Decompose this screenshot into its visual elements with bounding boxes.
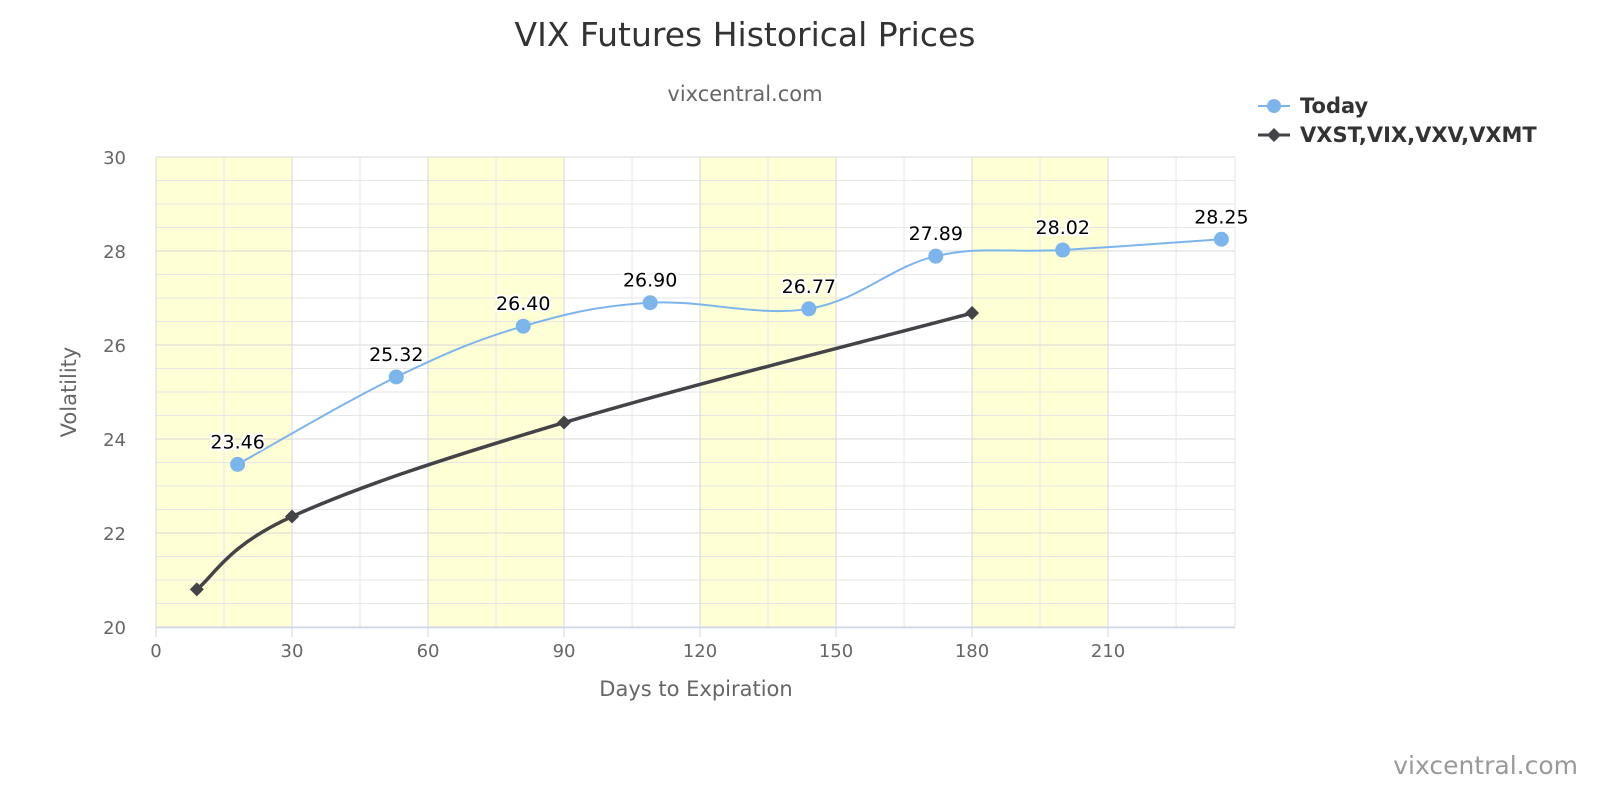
- legend-item-vxst[interactable]: VXST,VIX,VXV,VXMT: [1258, 123, 1537, 147]
- y-tick-label: 30: [103, 148, 126, 169]
- y-tick-label: 24: [103, 430, 126, 451]
- series-group: 23.46 25.32 26.40 26.90 26.77 27.89 28.02 28.25: [189, 204, 1251, 597]
- x-tick-label: 180: [955, 641, 989, 662]
- today-data-point[interactable]: [1055, 242, 1071, 258]
- axes: 0 30 60 90 120 150 180 210 20 22 24 26 28 30: [103, 148, 1235, 662]
- legend-vxst-marker: [1267, 128, 1281, 142]
- y-tick-label: 28: [103, 242, 126, 263]
- y-tick-label: 26: [103, 336, 126, 357]
- today-data-point[interactable]: [928, 248, 944, 264]
- today-data-point[interactable]: [642, 295, 658, 311]
- legend-item-today[interactable]: Today: [1258, 94, 1369, 118]
- today-data-label: 26.77: [782, 276, 836, 298]
- today-data-point[interactable]: [801, 301, 817, 317]
- x-tick-label: 210: [1091, 641, 1125, 662]
- credit-link[interactable]: vixcentral.com: [1393, 751, 1578, 780]
- chart-subtitle: vixcentral.com: [667, 82, 822, 106]
- today-data-label: 28.25: [1194, 206, 1248, 228]
- y-axis-title: Volatility: [57, 347, 81, 438]
- today-data-point[interactable]: [230, 456, 246, 472]
- vxst-data-point[interactable]: [285, 509, 300, 524]
- chart-title: VIX Futures Historical Prices: [515, 15, 976, 54]
- legend-label-vxst: VXST,VIX,VXV,VXMT: [1300, 123, 1537, 147]
- x-tick-label: 60: [417, 641, 440, 662]
- legend-label-today: Today: [1300, 94, 1369, 118]
- today-data-point[interactable]: [388, 369, 404, 385]
- x-tick-label: 150: [819, 641, 853, 662]
- x-tick-label: 30: [281, 641, 304, 662]
- vxst-data-point[interactable]: [557, 415, 572, 430]
- today-data-point[interactable]: [1213, 231, 1229, 247]
- x-tick-label: 120: [683, 641, 717, 662]
- y-tick-label: 22: [103, 524, 126, 545]
- today-data-label: 28.02: [1036, 217, 1090, 239]
- today-data-label: 25.32: [369, 344, 423, 366]
- legend-today-marker: [1267, 99, 1281, 113]
- y-tick-label: 20: [103, 618, 126, 639]
- vxst-data-point[interactable]: [965, 306, 980, 321]
- x-tick-label: 0: [150, 641, 161, 662]
- x-tick-label: 90: [553, 641, 576, 662]
- vxst-series-line: [195, 311, 973, 591]
- today-data-point[interactable]: [515, 318, 531, 334]
- today-data-label: 23.46: [210, 431, 264, 453]
- today-data-label: 26.40: [496, 293, 550, 315]
- today-data-label: 26.90: [623, 270, 677, 292]
- vxst-data-point[interactable]: [189, 582, 204, 597]
- legend: Today VXST,VIX,VXV,VXMT: [1258, 94, 1537, 147]
- today-data-label: 27.89: [909, 223, 963, 245]
- x-axis-title: Days to Expiration: [599, 677, 792, 701]
